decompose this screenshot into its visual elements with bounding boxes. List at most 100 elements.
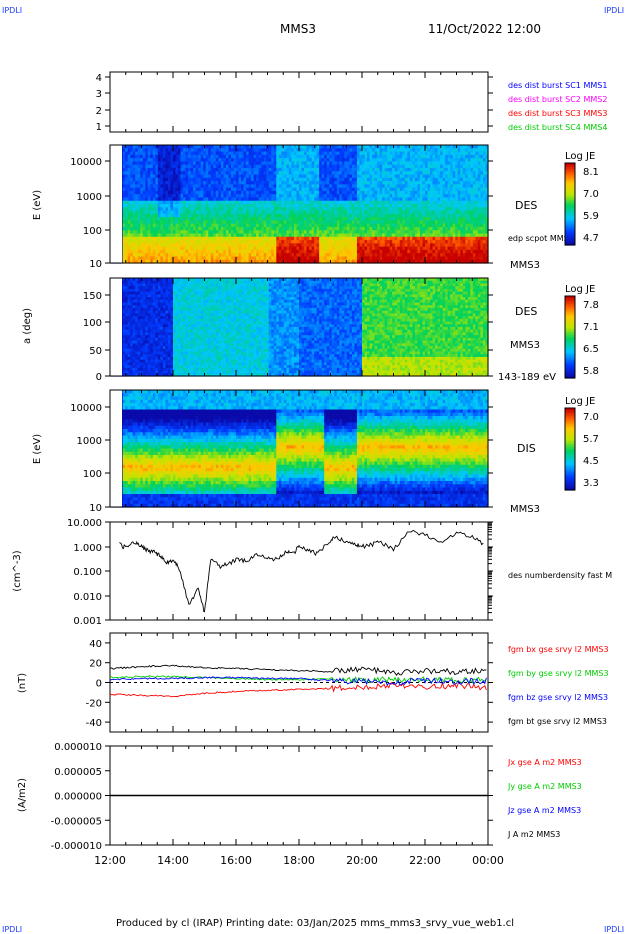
dis-energy-colorbar-cell xyxy=(565,436,575,440)
des-energy-colorbar-cell xyxy=(565,201,575,205)
des-energy-colorbar-cell xyxy=(565,177,575,180)
des-pitch-panel-cells xyxy=(110,278,489,377)
dis-energy-colorbar-tick: 4.5 xyxy=(583,456,599,467)
dis-energy-colorbar-cell xyxy=(565,432,575,436)
dis-energy-colorbar-cell xyxy=(565,461,575,464)
dis-energy-colorbar-cell xyxy=(565,440,575,444)
des-pitch-ylabel: a (deg) xyxy=(22,308,33,344)
current-ytick-label: -0.000010 xyxy=(51,841,102,852)
bfield-legend-item: fgm by gse srvy l2 MMS3 xyxy=(508,669,609,678)
des-energy-colorbar-cell xyxy=(565,222,575,226)
des-energy-colorbar-cell xyxy=(565,232,575,236)
dis-energy-colorbar-cell xyxy=(565,479,575,483)
x-tick-label: 14:00 xyxy=(157,854,189,867)
burst-panel-ytick-label: 3 xyxy=(96,89,102,100)
des-pitch-colorbar-cell xyxy=(565,312,575,316)
des-pitch-colorbar-cell xyxy=(565,351,575,354)
dis-energy-colorbar-title: Log JE xyxy=(565,396,595,407)
dis-energy-colorbar-cell xyxy=(565,430,575,434)
des-pitch-colorbar-cell xyxy=(565,298,575,301)
des-energy-colorbar-cell xyxy=(565,179,575,183)
footer-credits: Produced by cl (IRAP) Printing date: 03/… xyxy=(115,918,515,929)
dis-energy-colorbar-cell xyxy=(565,469,575,473)
date-title: 11/Oct/2022 12:00 xyxy=(428,22,542,36)
dis-energy-colorbar-cell xyxy=(565,418,575,421)
des-pitch-ytick-label: 150 xyxy=(83,291,102,302)
des-energy-colorbar-cell xyxy=(565,210,575,213)
des-energy-border xyxy=(109,144,489,264)
dis-energy-colorbar-cell xyxy=(565,487,575,491)
des-energy-colorbar-cell xyxy=(565,242,575,246)
dis-sc-label: MMS3 xyxy=(510,504,540,515)
des-energy-ytick-label: 10000 xyxy=(70,157,102,168)
des-energy-colorbar-cell xyxy=(565,191,575,195)
x-tick-label: 12:00 xyxy=(94,854,126,867)
current-ytick-label: 0.000005 xyxy=(54,767,102,778)
des-energy-ylabel: E (eV) xyxy=(32,190,43,220)
des-pitch-colorbar-cell xyxy=(565,328,575,332)
x-tick-label: 20:00 xyxy=(346,854,378,867)
des-pitch-colorbar-cell xyxy=(565,296,575,299)
pitch-gap-mask xyxy=(110,278,122,376)
dis-energy-colorbar-cell xyxy=(565,428,575,432)
des-pitch-colorbar-cell xyxy=(565,334,575,338)
dis-energy-colorbar-tick: 5.7 xyxy=(583,434,599,445)
des-pitch-colorbar-cell xyxy=(565,343,575,346)
des-energy-colorbar-cell xyxy=(565,199,575,203)
current-legend-item: Jx gse A m2 MMS3 xyxy=(507,758,582,767)
des-label: DES xyxy=(515,199,537,212)
des-energy-colorbar-cell xyxy=(565,173,575,176)
des-pitch-colorbar-cell xyxy=(565,369,575,373)
dis-energy-colorbar-cell xyxy=(565,410,575,413)
dis-energy-panel-cells xyxy=(110,390,489,508)
des-pitch-colorbar-title: Log JE xyxy=(565,284,595,295)
dis-energy-colorbar-cell xyxy=(565,434,575,438)
des-pitch-colorbar-cell xyxy=(565,371,575,375)
dis-energy-border xyxy=(109,389,489,508)
des-energy-colorbar-cell xyxy=(565,224,575,228)
des-energy-colorbar-cell xyxy=(565,189,575,193)
bfield-ylabel: (nT) xyxy=(17,673,28,693)
des-energy-colorbar-cell xyxy=(565,228,575,232)
des-pitch-colorbar-cell xyxy=(565,326,575,330)
dis-energy-ytick-label: 10 xyxy=(89,503,102,514)
des-energy-colorbar-cell xyxy=(565,240,575,244)
des-energy-colorbar-title: Log JE xyxy=(565,151,595,162)
des-energy-colorbar-cell xyxy=(565,216,575,219)
burst-legend-item: des dist burst SC3 MMS3 xyxy=(508,109,607,118)
des-energy-colorbar-cell xyxy=(565,204,575,207)
dis-energy-colorbar-cell xyxy=(565,426,575,430)
dis-energy-colorbar-cell xyxy=(565,416,575,419)
des-pitch-border xyxy=(109,277,489,377)
burst-panel-ytick-label: 2 xyxy=(96,106,102,117)
des-energy-colorbar-cell xyxy=(565,181,575,185)
bfield-legend-item: fgm bx gse srvy l2 MMS3 xyxy=(508,645,609,654)
des-pitch-colorbar-cell xyxy=(565,302,575,305)
dis-energy-colorbar-tick: 7.0 xyxy=(583,412,599,423)
current-ylabel: (A/m2) xyxy=(17,778,28,812)
des-energy-colorbar-cell xyxy=(565,220,575,224)
pitch-des-label: DES xyxy=(515,305,537,318)
des-pitch-colorbar-cell xyxy=(565,306,575,309)
des-pitch-colorbar-cell xyxy=(565,318,575,322)
x-tick-label: 16:00 xyxy=(220,854,252,867)
dis-energy-colorbar-cell xyxy=(565,408,575,411)
current-ytick-label: 0.000010 xyxy=(54,742,102,753)
bfield-ytick-label: 0 xyxy=(96,679,102,690)
bfield-legend-item: fgm bt gse srvy l2 MMS3 xyxy=(508,717,607,726)
des-energy-colorbar-cell xyxy=(565,169,575,172)
des-pitch-colorbar-cell xyxy=(565,314,575,318)
watermark-bottom-right: IPDLI xyxy=(604,925,625,934)
dis-energy-colorbar-cell xyxy=(565,424,575,428)
des-energy-panel-cells xyxy=(110,145,489,264)
dis-energy-colorbar-cell xyxy=(565,463,575,466)
dis-energy-colorbar-cell xyxy=(565,438,575,442)
dis-energy-colorbar-cell xyxy=(565,457,575,460)
dis-energy-colorbar-cell xyxy=(565,459,575,462)
des-pitch-colorbar-cell xyxy=(565,337,575,340)
current-legend-item: Jy gse A m2 MMS3 xyxy=(507,782,582,791)
dis-energy-colorbar-cell xyxy=(565,442,575,446)
dis-energy-colorbar-cell xyxy=(565,420,575,423)
x-tick-label: 00:00 xyxy=(472,854,504,867)
burst-legend-item: des dist burst SC2 MMS2 xyxy=(508,95,607,104)
